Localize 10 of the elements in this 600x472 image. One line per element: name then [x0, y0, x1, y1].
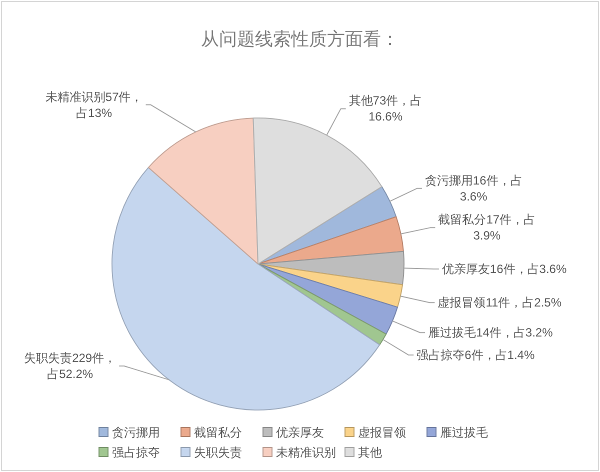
legend-label: 截留私分	[194, 426, 242, 440]
legend-label: 贪污挪用	[112, 426, 160, 440]
legend-label: 强占掠夺	[112, 446, 160, 460]
chart-title: 从问题线索性质方面看：	[201, 29, 399, 49]
legend-label: 其他	[358, 446, 382, 460]
legend-label: 雁过拔毛	[440, 426, 488, 440]
legend-label: 失职失责	[194, 446, 242, 460]
legend-label: 优亲厚友	[276, 426, 324, 440]
legend-label: 未精准识别	[276, 446, 336, 460]
legend-label: 虚报冒领	[358, 426, 406, 440]
